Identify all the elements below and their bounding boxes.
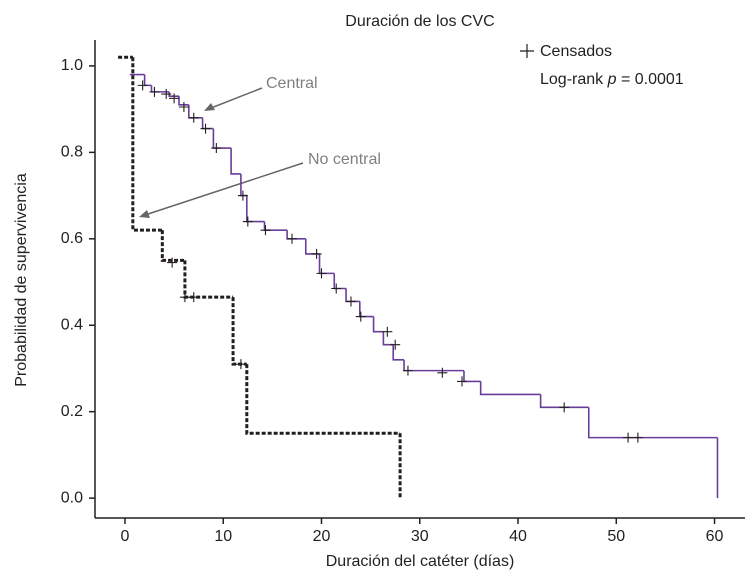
censored-mark [632, 432, 643, 443]
survival-step [240, 173, 247, 197]
survival-step [168, 91, 180, 97]
censored-mark [188, 292, 199, 303]
censored-mark [559, 402, 570, 413]
survival-step [263, 221, 288, 231]
x-axis-label: Duración del catéter (días) [326, 553, 515, 570]
chart-title: Duración de los CVC [345, 13, 494, 30]
y-tick-label: 0.0 [61, 489, 83, 506]
annotation: Central [266, 75, 318, 92]
survival-step [304, 238, 320, 255]
x-tick-label: 40 [509, 528, 527, 545]
censored-mark [390, 339, 401, 350]
survival-step [143, 74, 152, 87]
survival-step [463, 370, 481, 383]
survival-step [131, 57, 163, 232]
censored-mark [149, 86, 160, 97]
note-text: = 0.0001 [617, 71, 684, 88]
survival-step [160, 230, 185, 262]
survival-step [403, 359, 464, 372]
survival-step [183, 260, 234, 299]
censored-mark [437, 367, 448, 378]
x-tick-label: 20 [313, 528, 331, 545]
y-tick-label: 0.6 [61, 230, 83, 247]
survival-step [345, 288, 360, 303]
survival-step [286, 230, 306, 240]
note: Log-rank p = 0.0001 [540, 71, 684, 88]
y-tick-label: 1.0 [61, 57, 83, 74]
arrow-head [139, 210, 150, 218]
y-axis-label: Probabilidad de supervivencia [13, 173, 30, 387]
censored-mark [345, 296, 356, 307]
arrow-head [204, 103, 215, 111]
censored-mark [260, 225, 271, 236]
censored-mark [169, 93, 180, 104]
censored-mark [178, 101, 189, 112]
survival-step [382, 331, 394, 346]
survival-step [188, 104, 203, 119]
censored-mark [188, 112, 199, 123]
y-tick-label: 0.2 [61, 403, 83, 420]
survival-step [539, 394, 589, 409]
censored-mark [382, 326, 393, 337]
censored-mark [235, 359, 246, 370]
x-tick-label: 30 [411, 528, 429, 545]
censored-mark [237, 190, 248, 201]
y-tick-label: 0.8 [61, 144, 83, 161]
survival-step [359, 301, 374, 318]
annotation-arrow [205, 87, 263, 111]
survival-step [178, 96, 189, 106]
x-tick-label: 10 [214, 528, 232, 545]
censored-mark [200, 123, 211, 134]
survival-step [479, 381, 541, 396]
y-tick-label: 0.4 [61, 316, 83, 333]
legend-label: Censados [540, 43, 612, 60]
note-text: p [607, 71, 617, 88]
survival-step [587, 407, 718, 439]
x-tick-label: 0 [121, 528, 130, 545]
censored-mark [287, 233, 298, 244]
censored-mark [242, 216, 253, 227]
note-text: Log-rank [540, 71, 608, 88]
censored-mark [137, 80, 148, 91]
survival-step [392, 344, 405, 361]
survival-step [372, 316, 384, 333]
censored-mark [161, 89, 172, 100]
censored-mark [316, 268, 327, 279]
survival-step [231, 297, 247, 366]
censored-mark [211, 143, 222, 154]
x-tick-label: 50 [607, 528, 625, 545]
annotation-arrow [141, 162, 304, 217]
survival-step [246, 195, 265, 223]
survival-step [201, 117, 214, 130]
censored-mark [355, 311, 366, 322]
censored-mark [179, 292, 190, 303]
legend-symbol [520, 44, 534, 58]
censored-mark [311, 248, 322, 259]
survival-step [245, 364, 401, 435]
x-tick-label: 60 [706, 528, 724, 545]
annotation: No central [308, 151, 381, 168]
censored-mark [457, 376, 468, 387]
censored-mark [331, 283, 342, 294]
survival-step [230, 148, 241, 175]
censored-mark [167, 257, 178, 268]
censored-mark [623, 432, 634, 443]
censored-mark [402, 365, 413, 376]
